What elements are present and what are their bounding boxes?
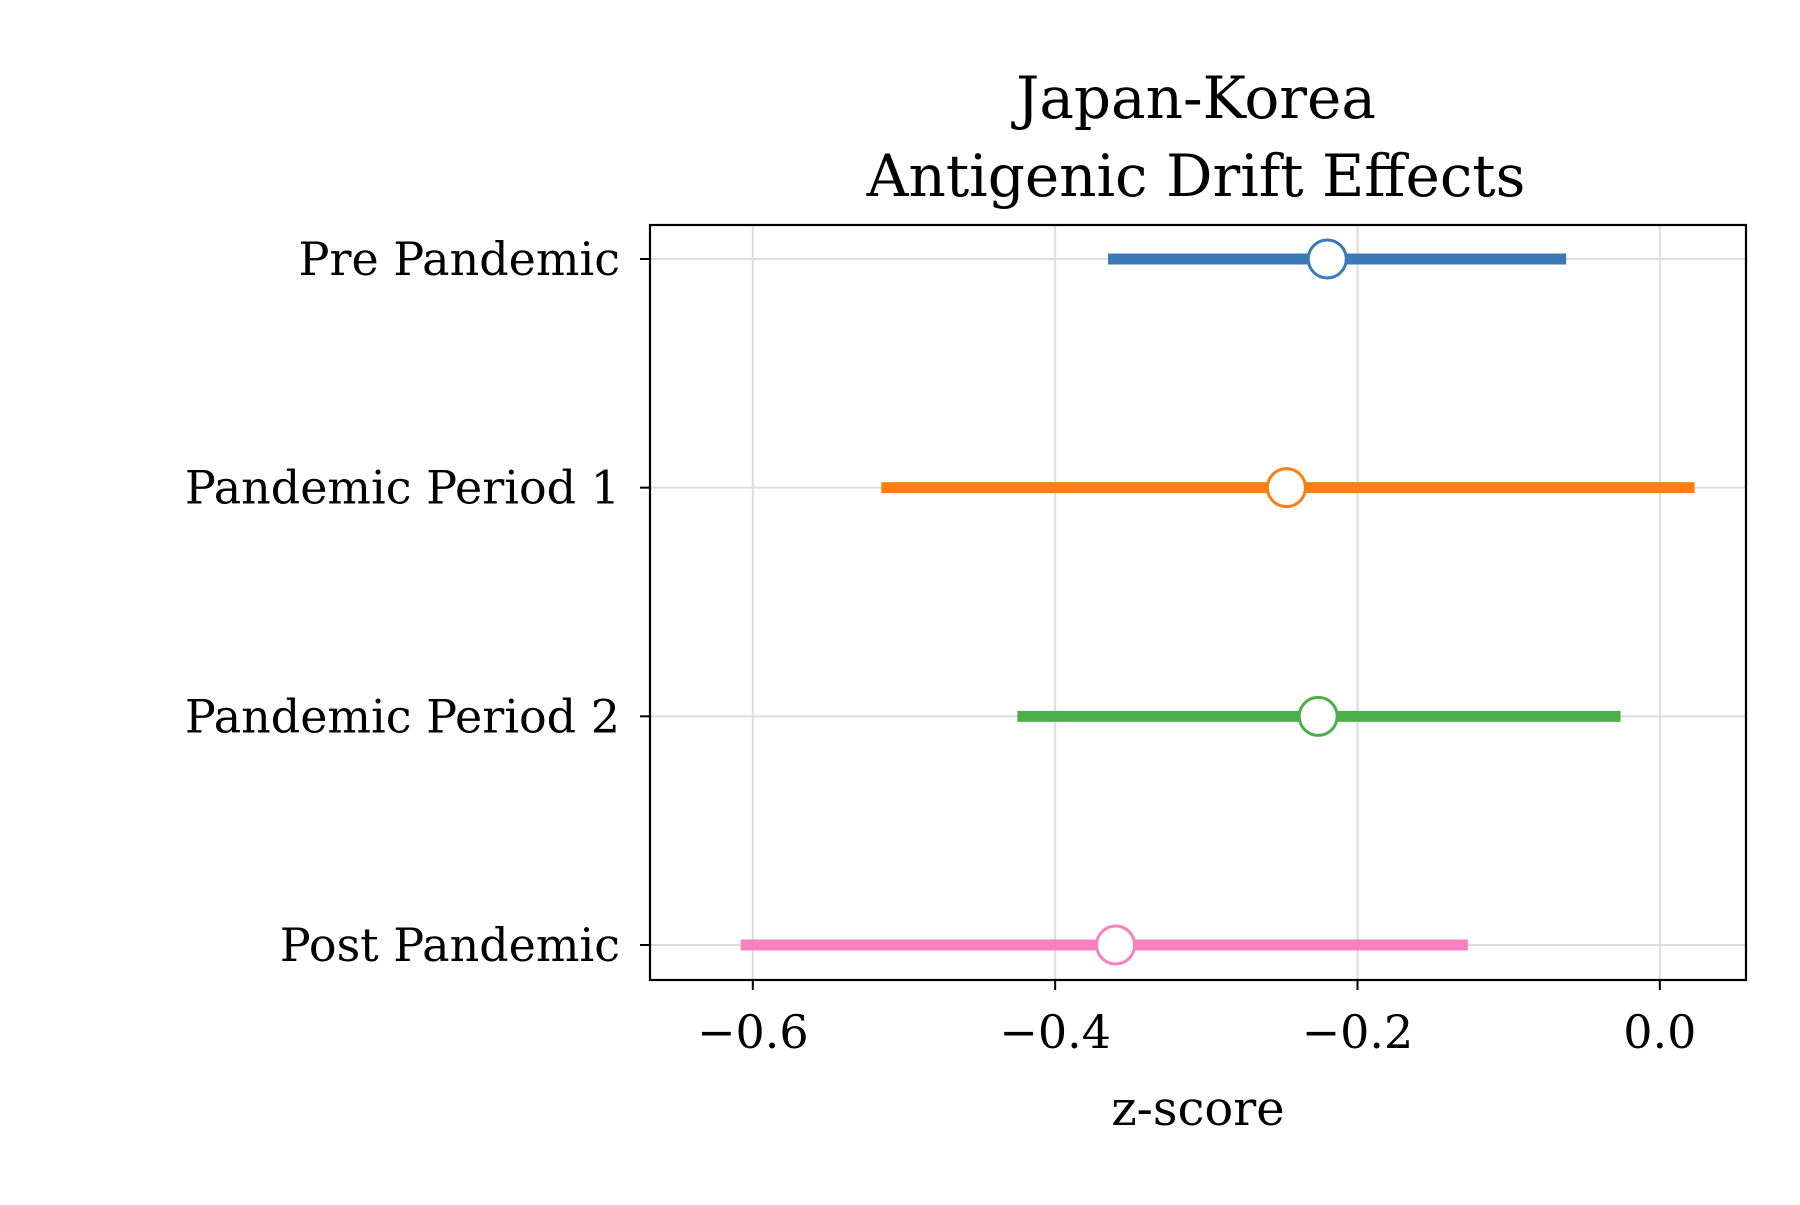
point-estimate-marker	[1306, 238, 1348, 280]
point-estimate-marker	[1265, 467, 1307, 509]
point-estimate-marker	[1095, 924, 1137, 966]
y-tick-label: Post Pandemic	[280, 918, 620, 972]
chart-title: Japan-Korea	[1011, 64, 1376, 132]
series-group	[740, 238, 1695, 966]
y-tick-label: Pandemic Period 1	[185, 461, 620, 515]
x-tick-label: 0.0	[1623, 1005, 1696, 1059]
chart-subtitle: Antigenic Drift Effects	[866, 142, 1526, 210]
x-axis-label: z-score	[1111, 1081, 1284, 1137]
x-tick-label: −0.6	[697, 1005, 809, 1059]
y-tick-label: Pre Pandemic	[299, 232, 620, 286]
point-estimate-marker	[1297, 695, 1339, 737]
x-tick-label: −0.2	[1302, 1005, 1414, 1059]
grid-lines	[650, 225, 1746, 980]
x-tick-label: −0.4	[999, 1005, 1111, 1059]
axis-ticks: −0.6 −0.4 −0.2 0.0 Pre Pandemic Pandemic Peri…	[185, 232, 1697, 1059]
plot-frame	[648, 223, 1748, 982]
y-tick-label: Pandemic Period 2	[185, 689, 620, 743]
